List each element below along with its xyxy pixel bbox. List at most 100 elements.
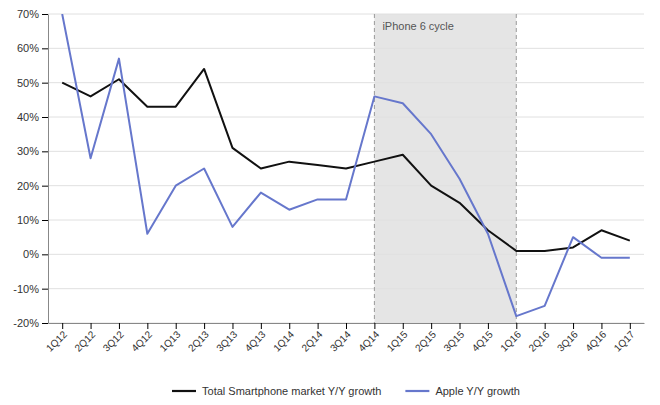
x-tick-label: 1Q15 [385,328,410,353]
shade-layer [374,14,516,323]
x-tick-label: 2Q14 [299,328,324,353]
x-tick: 1Q13 [157,323,182,354]
x-tick-label: 1Q17 [612,328,637,353]
y-tick-label: 40% [17,111,39,123]
y-tick: 50% [17,77,48,89]
boundary-layer [374,14,516,323]
x-tick: 4Q15 [470,323,495,354]
x-tick: 4Q16 [583,323,608,354]
y-tick: 30% [17,145,48,157]
y-tick: 0% [23,248,48,260]
x-tick-mark [176,323,177,329]
y-tick-label: 70% [17,8,39,20]
x-tick-mark [488,323,489,329]
boundary-line [374,14,375,323]
legend-label: Total Smartphone market Y/Y growth [202,385,381,397]
x-tick-mark [630,323,631,329]
grid-line [48,82,644,83]
x-tick-label: 3Q16 [555,328,580,353]
x-tick-mark [289,323,290,329]
x-tick-mark [232,323,233,329]
y-tick-mark [42,14,48,15]
grid-line [48,220,644,221]
y-tick: 60% [17,42,48,54]
legend-item: Apple Y/Y growth [405,385,520,397]
y-tick-label: 20% [17,180,39,192]
x-tick: 1Q15 [385,323,410,354]
x-tick-label: 2Q15 [413,328,438,353]
x-tick-label: 1Q13 [157,328,182,353]
y-tick-label: 50% [17,77,39,89]
x-tick-label: 2Q12 [72,328,97,353]
series-line [62,14,630,316]
x-tick: 4Q13 [243,323,268,354]
x-tick: 2Q15 [413,323,438,354]
y-tick-label: 10% [17,214,39,226]
x-axis: 1Q122Q123Q124Q121Q132Q133Q134Q131Q142Q14… [44,323,645,354]
x-tick-mark [62,323,63,329]
x-tick: 3Q12 [101,323,126,354]
x-tick-mark [261,323,262,329]
annotation: iPhone 6 cycle [382,20,454,32]
x-tick-mark [346,323,347,329]
x-tick: 3Q16 [555,323,580,354]
x-tick-mark [601,323,602,329]
y-tick-label: 0% [23,248,39,260]
legend-label: Apple Y/Y growth [435,385,520,397]
y-tick-mark [42,323,48,324]
y-tick-mark [42,117,48,118]
grid-line [48,254,644,255]
x-tick: 1Q16 [498,323,523,354]
x-tick-label: 1Q12 [44,328,69,353]
x-tick-label: 4Q16 [583,328,608,353]
x-tick: 3Q14 [328,323,353,354]
legend-swatch [172,390,196,392]
y-axis-line [48,15,49,324]
x-tick-mark [147,323,148,329]
x-tick-label: 4Q14 [356,328,381,353]
x-tick: 3Q13 [214,323,239,354]
grid-line [48,288,644,289]
y-tick: 20% [17,180,48,192]
x-tick-label: 1Q16 [498,328,523,353]
y-tick: -20% [13,317,48,329]
y-tick-label: -20% [13,317,39,329]
x-tick-label: 3Q12 [101,328,126,353]
x-tick-label: 3Q13 [214,328,239,353]
x-tick: 4Q14 [356,323,381,354]
lines [62,14,630,316]
y-tick-mark [42,220,48,221]
x-tick-mark [460,323,461,329]
y-tick-label: 60% [17,42,39,54]
x-tick-mark [573,323,574,329]
x-tick: 2Q16 [526,323,551,354]
legend-swatch [405,390,429,392]
grid-line [48,14,644,15]
legend-item: Total Smartphone market Y/Y growth [172,385,381,397]
x-tick: 1Q14 [271,323,296,354]
y-tick-mark [42,254,48,255]
y-tick: 70% [17,8,48,20]
y-tick-label: -10% [13,283,39,295]
x-tick-label: 2Q16 [526,328,551,353]
x-tick-label: 4Q13 [243,328,268,353]
x-tick-mark [204,323,205,329]
x-tick-mark [545,323,546,329]
boundary-line [516,14,517,323]
x-tick-label: 2Q13 [186,328,211,353]
x-tick-mark [516,323,517,329]
x-tick: 4Q12 [129,323,154,354]
chart: -20%-10%0%10%20%30%40%50%60%70%1Q122Q123… [0,0,660,405]
y-tick-mark [42,289,48,290]
x-tick: 2Q13 [186,323,211,354]
x-tick-mark [119,323,120,329]
grid-line [48,185,644,186]
y-tick-mark [42,48,48,49]
series-line [62,69,630,251]
x-tick-label: 3Q14 [328,328,353,353]
x-tick-label: 4Q12 [129,328,154,353]
y-tick: 10% [17,214,48,226]
grid-line [48,48,644,49]
x-tick-mark [403,323,404,329]
x-tick-mark [431,323,432,329]
